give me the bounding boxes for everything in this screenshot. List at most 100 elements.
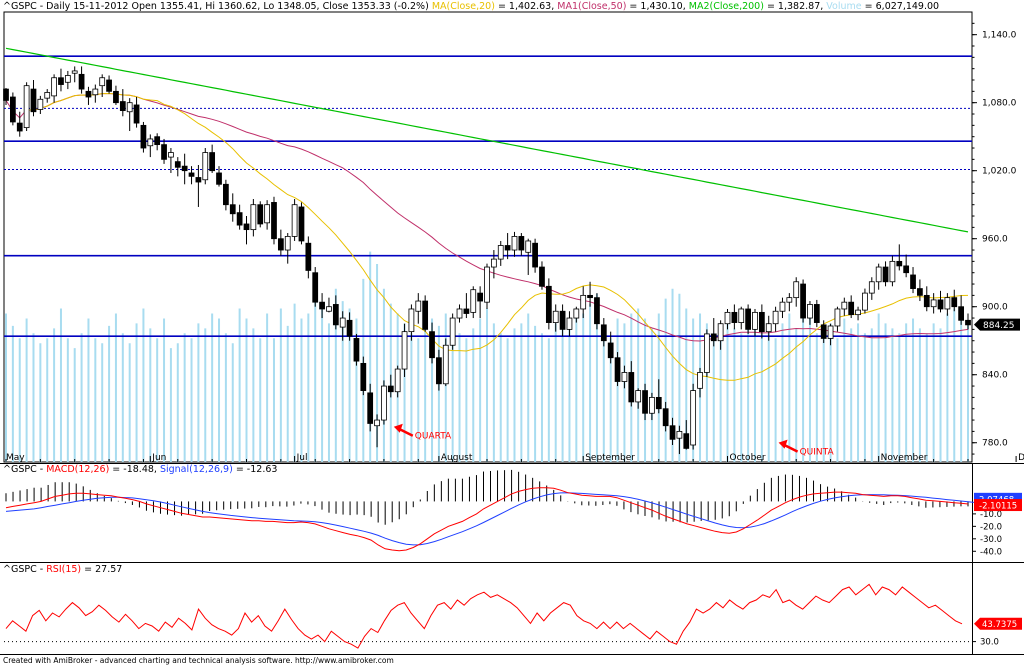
candle [3, 87, 9, 105]
candle [951, 289, 958, 312]
candle-body [374, 419, 380, 427]
candle-body [9, 96, 16, 123]
candle-body [339, 317, 346, 328]
candle [126, 98, 133, 132]
candle [408, 304, 415, 341]
candle-body [449, 317, 456, 346]
candle-body [470, 289, 477, 313]
candle [195, 165, 202, 207]
candle-body [965, 319, 971, 326]
candle [621, 365, 628, 389]
candle [85, 86, 92, 105]
candle-body [106, 79, 112, 92]
candle [346, 312, 353, 341]
candle [332, 295, 339, 330]
candle-body [958, 306, 965, 321]
candle [903, 254, 910, 278]
candle [188, 166, 195, 185]
candle-body [903, 265, 910, 274]
candle-body [504, 245, 511, 251]
candle-body [917, 288, 923, 296]
candle-body [229, 204, 236, 215]
candle-body [284, 236, 291, 251]
candle [944, 293, 951, 316]
candle-body [724, 311, 731, 325]
candle-body [628, 372, 635, 403]
candle [752, 308, 758, 337]
ma20-path [26, 92, 969, 381]
candle [264, 200, 270, 230]
candle [573, 306, 580, 323]
candle [470, 286, 477, 319]
candle-body [717, 323, 724, 342]
candle [449, 313, 456, 350]
annotation-arrowhead [778, 439, 788, 449]
candle-body [113, 90, 119, 104]
candle [319, 293, 325, 319]
candle [381, 380, 387, 425]
ma200-line [5, 47, 969, 233]
candle [92, 84, 99, 103]
candle [415, 293, 422, 324]
candle-body [264, 204, 270, 224]
candle [731, 304, 738, 330]
candle-body [676, 430, 683, 439]
candle-body [786, 297, 793, 303]
candle [848, 295, 855, 319]
rsi-value-box [974, 617, 1022, 630]
candle-body [140, 124, 147, 149]
macd-y-tick-label: -20.0 [980, 522, 1002, 532]
candle [525, 238, 532, 275]
candle-body [834, 308, 841, 327]
candle-body [291, 204, 298, 237]
candle [793, 277, 800, 307]
candle [99, 74, 106, 98]
candle [106, 75, 112, 94]
y-tick-label: 900.0 [982, 303, 1008, 313]
candle [504, 233, 511, 260]
macd-panel[interactable]: -10.0-20.0-30.0-40.02.07468-2.10115 [5, 469, 1022, 557]
candle [326, 297, 332, 313]
candle-body [635, 390, 642, 403]
candle-body [85, 90, 92, 98]
ma20-line [26, 92, 969, 381]
candle-body [765, 323, 772, 333]
candlesticks [3, 66, 971, 455]
candle [209, 144, 216, 173]
candle-body [477, 292, 484, 302]
candle-body [855, 309, 861, 316]
candle-body [188, 172, 195, 177]
macd-header: ^GSPC - MACD(12,26) = -18.48, Signal(12,… [3, 464, 277, 475]
candle-body [552, 310, 559, 323]
candle-body [484, 266, 490, 303]
candle-body [64, 75, 71, 83]
candle [64, 70, 71, 90]
candle-body [346, 319, 353, 337]
candle [683, 420, 690, 450]
candle-body [92, 88, 99, 96]
candle [442, 338, 449, 387]
rsi-path [5, 583, 963, 649]
candle-body [401, 331, 408, 370]
candle-body [566, 317, 573, 330]
y-tick-label: 1,080.0 [982, 99, 1017, 109]
candle-body [800, 283, 806, 319]
candle [697, 367, 703, 398]
macd-value: = -18.48, [109, 464, 160, 475]
candle-body [415, 300, 422, 312]
candle [862, 288, 868, 314]
candle [113, 85, 119, 105]
candle [30, 80, 37, 117]
candle-body [580, 294, 587, 310]
candle [800, 279, 806, 323]
candle-body [944, 297, 951, 310]
candle-body [868, 281, 875, 294]
candle-body [642, 390, 648, 414]
candle [202, 148, 209, 185]
candle [394, 365, 401, 398]
candle [580, 286, 587, 319]
candle-body [257, 204, 264, 225]
rsi-panel[interactable]: 30.0 43.7375 [4, 583, 1022, 649]
